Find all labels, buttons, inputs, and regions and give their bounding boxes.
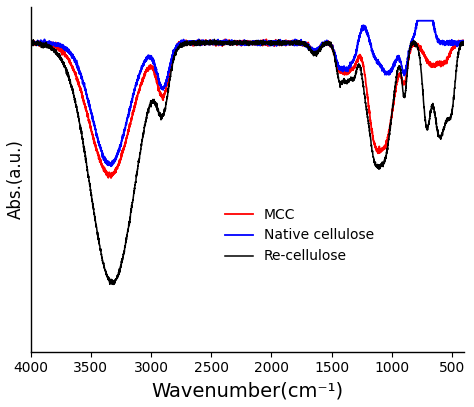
Line: MCC: MCC	[30, 39, 464, 178]
X-axis label: Wavenumber(cm⁻¹): Wavenumber(cm⁻¹)	[151, 381, 343, 400]
Re-cellulose	[27, 40, 33, 45]
Re-cellulose	[461, 40, 467, 45]
Native cellulose	[420, 18, 426, 23]
Line: Native cellulose: Native cellulose	[30, 21, 464, 166]
MCC	[298, 40, 303, 45]
Line: Re-cellulose: Re-cellulose	[30, 39, 464, 284]
Re-cellulose	[149, 98, 155, 103]
Y-axis label: Abs.(a.u.): Abs.(a.u.)	[7, 140, 25, 219]
Native cellulose	[290, 41, 296, 46]
Re-cellulose	[298, 41, 303, 46]
Native cellulose	[149, 56, 155, 61]
Native cellulose	[298, 40, 303, 45]
MCC	[27, 40, 33, 45]
Re-cellulose	[461, 39, 467, 44]
Re-cellulose	[110, 282, 116, 287]
MCC	[149, 64, 155, 69]
MCC	[420, 49, 426, 54]
Native cellulose	[461, 38, 467, 43]
Re-cellulose	[121, 253, 127, 258]
MCC	[290, 38, 296, 43]
MCC	[121, 146, 127, 151]
MCC	[461, 41, 467, 46]
Native cellulose	[108, 164, 114, 168]
MCC	[222, 37, 228, 42]
Re-cellulose	[420, 92, 426, 96]
MCC	[461, 40, 467, 45]
Legend: MCC, Native cellulose, Re-cellulose: MCC, Native cellulose, Re-cellulose	[219, 202, 379, 269]
Re-cellulose	[211, 37, 217, 42]
Native cellulose	[461, 42, 467, 47]
MCC	[108, 175, 114, 180]
Native cellulose	[414, 18, 420, 23]
Native cellulose	[121, 133, 127, 138]
Native cellulose	[27, 41, 33, 46]
Re-cellulose	[290, 41, 296, 46]
